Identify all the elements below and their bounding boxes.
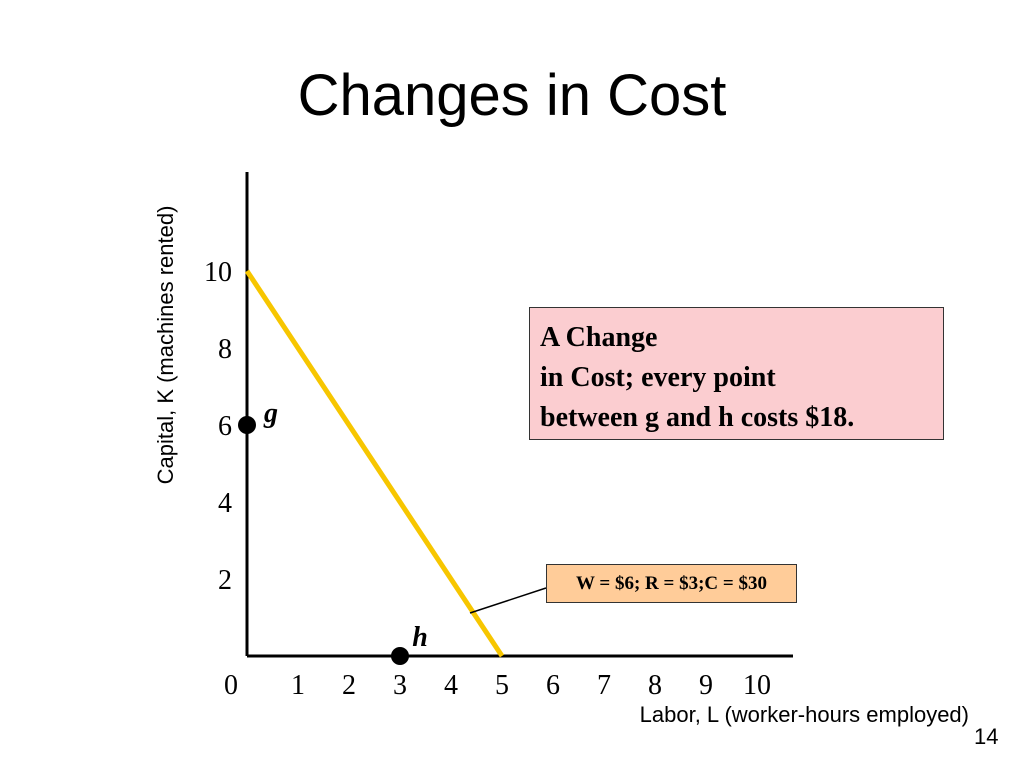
labeled-points: gh (238, 398, 428, 665)
point-h-marker (391, 647, 409, 665)
callout-line-1: A Change (540, 322, 658, 353)
cost-equation-label: W = $6; R = $3;C = $30 (546, 564, 797, 603)
x-tick-label: 1 (291, 670, 305, 701)
x-tick-label: 2 (342, 670, 356, 701)
y-tick-labels: 2 4 6 8 10 (204, 257, 232, 596)
equation-leader-line (469, 587, 547, 614)
budget-line (244, 269, 505, 658)
point-h-label: h (412, 622, 428, 653)
cost-change-callout: A Change in Cost; every point between g … (529, 307, 944, 440)
x-tick-label: 6 (546, 670, 560, 701)
y-tick-label: 4 (218, 488, 232, 519)
x-tick-label: 7 (597, 670, 611, 701)
y-axis-label: Capital, K (machines rented) (153, 206, 178, 485)
x-tick-label: 4 (444, 670, 458, 701)
x-tick-label: 9 (699, 670, 713, 701)
series-lines (244, 269, 505, 658)
y-tick-label: 8 (218, 334, 232, 365)
slide-title: Changes in Cost (297, 63, 727, 128)
x-tick-label: 5 (495, 670, 509, 701)
page-number: 14 (974, 724, 999, 749)
chart-axes (245, 172, 793, 658)
point-g-label: g (263, 398, 278, 429)
y-tick-label: 2 (218, 565, 232, 596)
x-tick-label: 8 (648, 670, 662, 701)
x-tick-label: 10 (743, 670, 771, 701)
point-g-marker (238, 416, 256, 434)
callout-line-2: in Cost; every point (540, 362, 776, 393)
x-tick-labels: 0 1 2 3 4 5 6 7 8 9 10 (224, 670, 771, 701)
x-tick-label: 0 (224, 670, 238, 701)
y-tick-label: 10 (204, 257, 232, 288)
x-tick-label: 3 (393, 670, 407, 701)
y-tick-label: 6 (218, 411, 232, 442)
x-axis-label: Labor, L (worker-hours employed) (640, 702, 969, 727)
callout-line-3: between g and h costs $18. (540, 402, 855, 433)
